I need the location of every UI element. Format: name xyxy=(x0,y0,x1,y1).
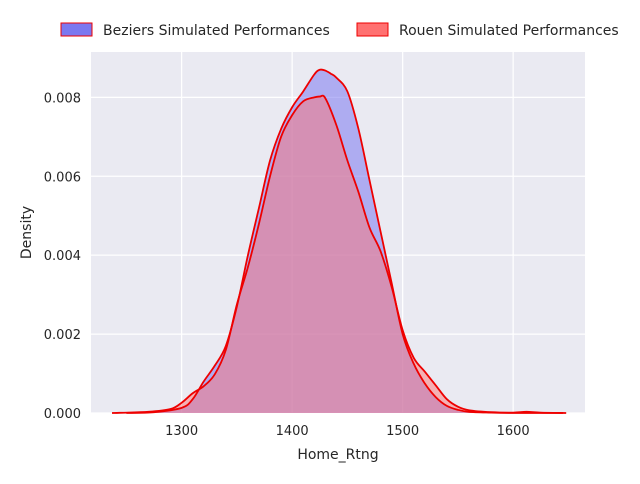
y-tick-label: 0.006 xyxy=(44,170,81,185)
x-tick-label: 1600 xyxy=(497,424,530,439)
y-axis-label: Density xyxy=(19,206,35,259)
y-tick-label: 0.000 xyxy=(44,407,81,422)
density-line-rouen xyxy=(111,94,567,414)
density-area-beziers xyxy=(126,69,563,414)
legend-swatch-beziers xyxy=(60,22,93,37)
series-layer xyxy=(111,68,567,414)
density-line-beziers xyxy=(126,68,563,414)
y-tick-label: 0.002 xyxy=(44,328,81,343)
x-tick-label: 1300 xyxy=(165,424,198,439)
x-tick-label: 1500 xyxy=(386,424,419,439)
y-tick-label: 0.004 xyxy=(44,249,81,264)
y-tick-label: 0.008 xyxy=(44,91,81,106)
x-tick-label: 1400 xyxy=(276,424,309,439)
legend: Beziers Simulated Performances Rouen Sim… xyxy=(60,22,619,39)
legend-label-beziers: Beziers Simulated Performances xyxy=(103,23,330,39)
tick-labels: 1300 1400 1500 1600 0.000 0.002 0.004 0.006 0.00… xyxy=(44,91,530,439)
density-area-rouen xyxy=(112,95,567,413)
legend-swatch-rouen xyxy=(356,22,389,37)
x-axis-label: Home_Rtng xyxy=(297,447,378,463)
legend-label-rouen: Rouen Simulated Performances xyxy=(399,23,619,39)
